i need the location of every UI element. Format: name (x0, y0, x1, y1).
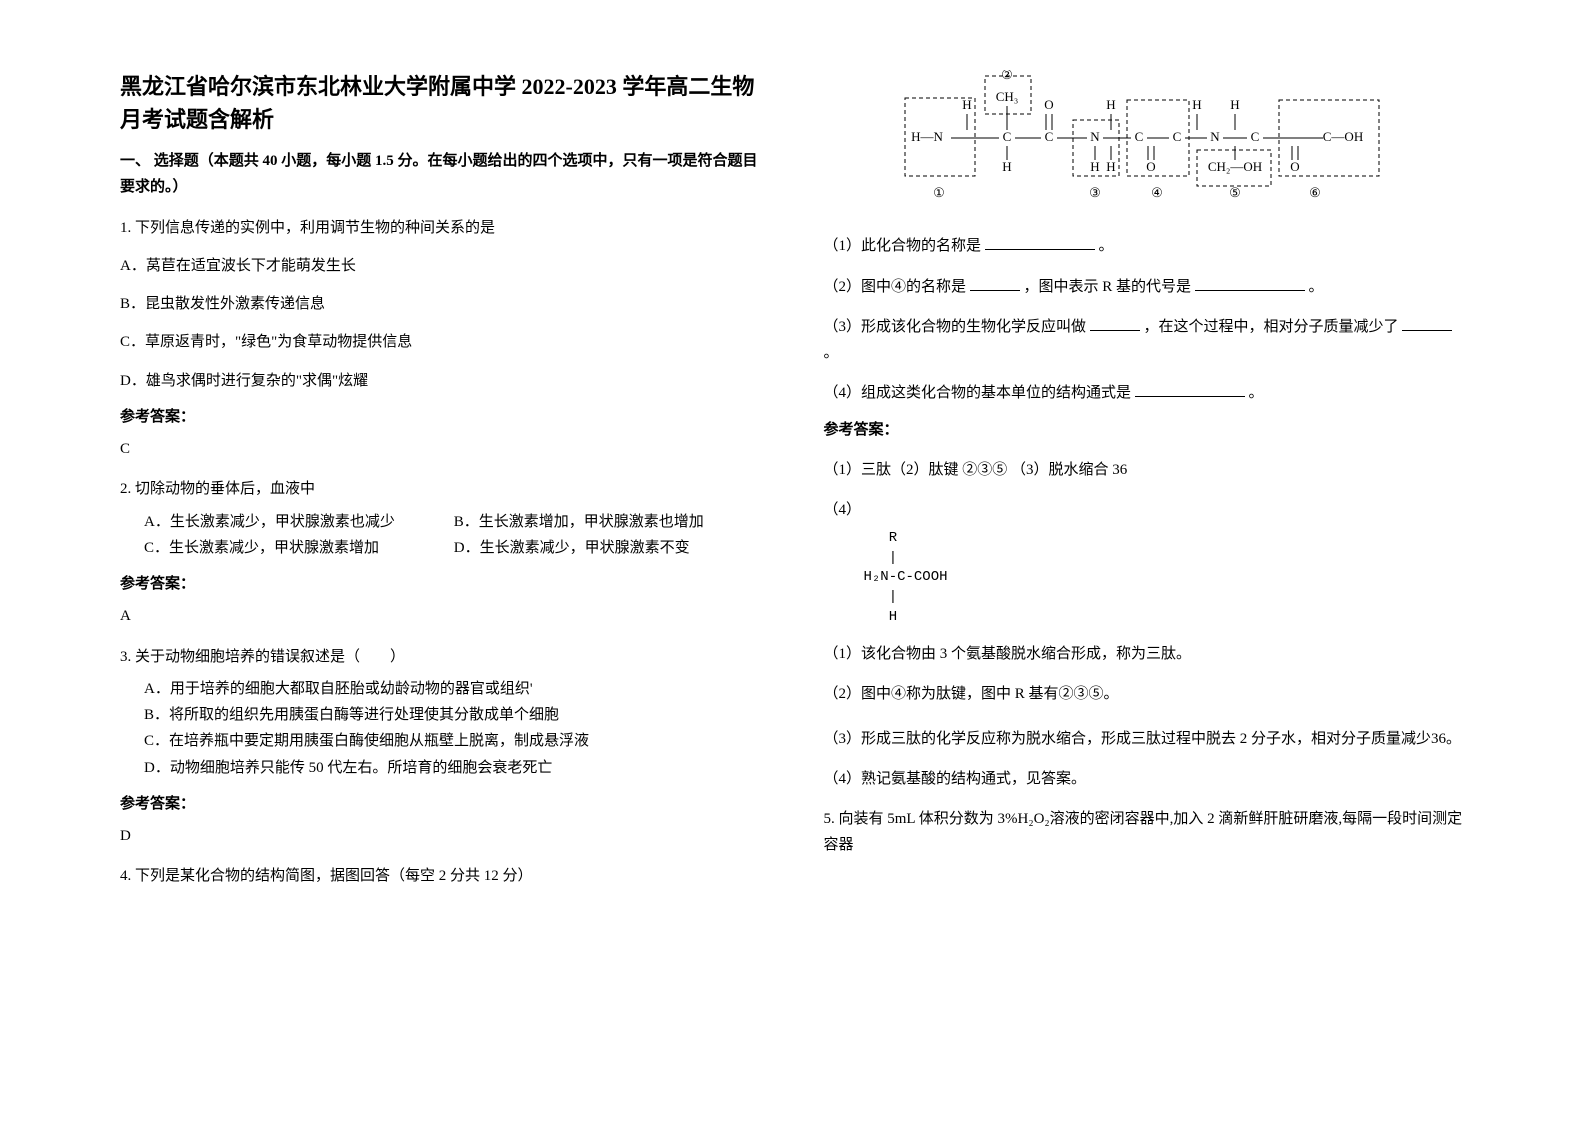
q3-opt-d: D．动物细胞培养只能传 50 代左右。所培育的细胞会衰老死亡 (144, 755, 764, 781)
q4-p1: （1）此化合物的名称是 。 (824, 233, 1468, 259)
blank (1195, 276, 1305, 291)
atom-c2: C (1045, 129, 1054, 144)
q4-p3: （3）形成该化合物的生物化学反应叫做 ，在这个过程中，相对分子质量减少了 。 (824, 314, 1468, 367)
section-1-head: 一、 选择题（本题共 40 小题，每小题 1.5 分。在每小题给出的四个选项中，… (120, 148, 764, 201)
q1-opt-b: B．昆虫散发性外激素传递信息 (120, 291, 764, 317)
page-title: 黑龙江省哈尔滨市东北林业大学附属中学 2022-2023 学年高二生物月考试题含… (120, 70, 764, 136)
q4-stem: 4. 下列是某化合物的结构简图，据图回答（每空 2 分共 12 分） (120, 863, 764, 889)
q5-stem: 5. 向装有 5mL 体积分数为 3%H₂O₂溶液的密闭容器中,加入 2 滴新鲜… (824, 806, 1468, 859)
q4-p1-b: 。 (1099, 238, 1114, 254)
atom-h: H (963, 97, 972, 112)
q4-ans-line: （1）三肽（2）肽键 ②③⑤ （3）脱水缩合 36 (824, 457, 1468, 483)
atom-c3: C (1135, 129, 1144, 144)
q4-p2: （2）图中④的名称是 ，图中表示 R 基的代号是 。 (824, 274, 1468, 300)
atom-h6: H (1091, 159, 1100, 174)
atom-o3: O (1291, 159, 1300, 174)
tripeptide-svg: ① ② ③ ④ ⑤ ⑥ H CH₃ O H H H H—N C C N C C (895, 70, 1395, 210)
atom-n1: N (1091, 129, 1101, 144)
q1-stem: 1. 下列信息传递的实例中，利用调节生物的种间关系的是 (120, 215, 764, 241)
atom-n2: N (1211, 129, 1221, 144)
tripeptide-diagram: ① ② ③ ④ ⑤ ⑥ H CH₃ O H H H H—N C C N C C (895, 70, 1395, 219)
atom-oh: C—OH (1323, 129, 1363, 144)
q3-stem: 3. 关于动物细胞培养的错误叙述是（ ） (120, 644, 764, 670)
q2-stem: 2. 切除动物的垂体后，血液中 (120, 476, 764, 502)
q2-opt-a: A．生长激素减少，甲状腺激素也减少 (144, 509, 454, 535)
q4-p2-a: （2）图中④的名称是 (824, 279, 967, 295)
q3-opt-c: C．在培养瓶中要定期用胰蛋白酶使细胞从瓶壁上脱离，制成悬浮液 (144, 728, 764, 754)
q2-ans: A (120, 603, 764, 629)
atom-o1: O (1045, 97, 1054, 112)
atom-o2: O (1147, 159, 1156, 174)
q4-exp3: （3）形成三肽的化学反应称为脱水缩合，形成三肽过程中脱去 2 分子水，相对分子质… (824, 726, 1468, 752)
atom-h5: H (1003, 159, 1012, 174)
atom-ch3: CH₃ (996, 89, 1019, 104)
atom-c5: C (1251, 129, 1260, 144)
q1-ans: C (120, 436, 764, 462)
q2-opt-b: B．生长激素增加，甲状腺激素也增加 (454, 509, 764, 535)
q4-ans-p4-num: （4） (824, 497, 1468, 523)
right-column: ① ② ③ ④ ⑤ ⑥ H CH₃ O H H H H—N C C N C C (794, 70, 1488, 1082)
q1-opt-a: A．莴苣在适宜波长下才能萌发生长 (120, 253, 764, 279)
blank (985, 235, 1095, 250)
amino-acid-formula: R | H₂N-C-COOH | H (864, 529, 1468, 627)
blank (970, 276, 1020, 291)
q4-p4-a: （4）组成这类化合物的基本单位的结构通式是 (824, 385, 1132, 401)
q4-exp4: （4）熟记氨基酸的结构通式，见答案。 (824, 766, 1468, 792)
q3-ans: D (120, 823, 764, 849)
diagram-label-2: ② (1001, 70, 1013, 82)
q4-exp2: （2）图中④称为肽键，图中 R 基有②③⑤。 (824, 681, 1468, 707)
q3-ans-label: 参考答案： (120, 791, 764, 817)
atom-h3: H (1193, 97, 1202, 112)
atom-h4: H (1231, 97, 1240, 112)
diagram-label-6: ⑥ (1309, 185, 1321, 200)
q3-opt-a: A．用于培养的细胞大都取自胚胎或幼龄动物的器官或组织' (144, 676, 764, 702)
q4-p2-c: 。 (1309, 279, 1324, 295)
q4-p3-a: （3）形成该化合物的生物化学反应叫做 (824, 319, 1087, 335)
atom-c4: C (1173, 129, 1182, 144)
q4-p4: （4）组成这类化合物的基本单位的结构通式是 。 (824, 380, 1468, 406)
blank (1090, 316, 1140, 331)
q4-ans-label: 参考答案： (824, 417, 1468, 443)
q1-opt-d: D．雄鸟求偶时进行复杂的"求偶"炫耀 (120, 368, 764, 394)
q3-options: A．用于培养的细胞大都取自胚胎或幼龄动物的器官或组织' B．将所取的组织先用胰蛋… (120, 676, 764, 781)
atom-c1: C (1003, 129, 1012, 144)
q2-opt-d: D．生长激素减少，甲状腺激素不变 (454, 535, 764, 561)
blank (1135, 382, 1245, 397)
atom-ch2oh: CH₂—OH (1208, 159, 1262, 174)
q2-options: A．生长激素减少，甲状腺激素也减少 B．生长激素增加，甲状腺激素也增加 C．生长… (120, 509, 764, 562)
q4-p4-b: 。 (1249, 385, 1264, 401)
q4-p3-c: 。 (824, 345, 839, 361)
atom-h2: H (1107, 97, 1116, 112)
blank (1402, 316, 1452, 331)
diagram-label-4: ④ (1151, 185, 1163, 200)
q4-p1-a: （1）此化合物的名称是 (824, 238, 982, 254)
q3-opt-b: B．将所取的组织先用胰蛋白酶等进行处理使其分散成单个细胞 (144, 702, 764, 728)
diagram-label-3: ③ (1089, 185, 1101, 200)
q1-ans-label: 参考答案： (120, 404, 764, 430)
q4-p2-b: ，图中表示 R 基的代号是 (1024, 279, 1192, 295)
atom-hn: H—N (911, 129, 943, 144)
left-column: 黑龙江省哈尔滨市东北林业大学附属中学 2022-2023 学年高二生物月考试题含… (100, 70, 794, 1082)
atom-h7: H (1107, 159, 1116, 174)
q1-opt-c: C．草原返青时，"绿色"为食草动物提供信息 (120, 329, 764, 355)
q2-ans-label: 参考答案： (120, 571, 764, 597)
q4-p3-b: ，在这个过程中，相对分子质量减少了 (1144, 319, 1399, 335)
q4-exp1: （1）该化合物由 3 个氨基酸脱水缩合形成，称为三肽。 (824, 641, 1468, 667)
diagram-label-1: ① (933, 185, 945, 200)
diagram-label-5: ⑤ (1229, 185, 1241, 200)
q2-opt-c: C．生长激素减少，甲状腺激素增加 (144, 535, 454, 561)
